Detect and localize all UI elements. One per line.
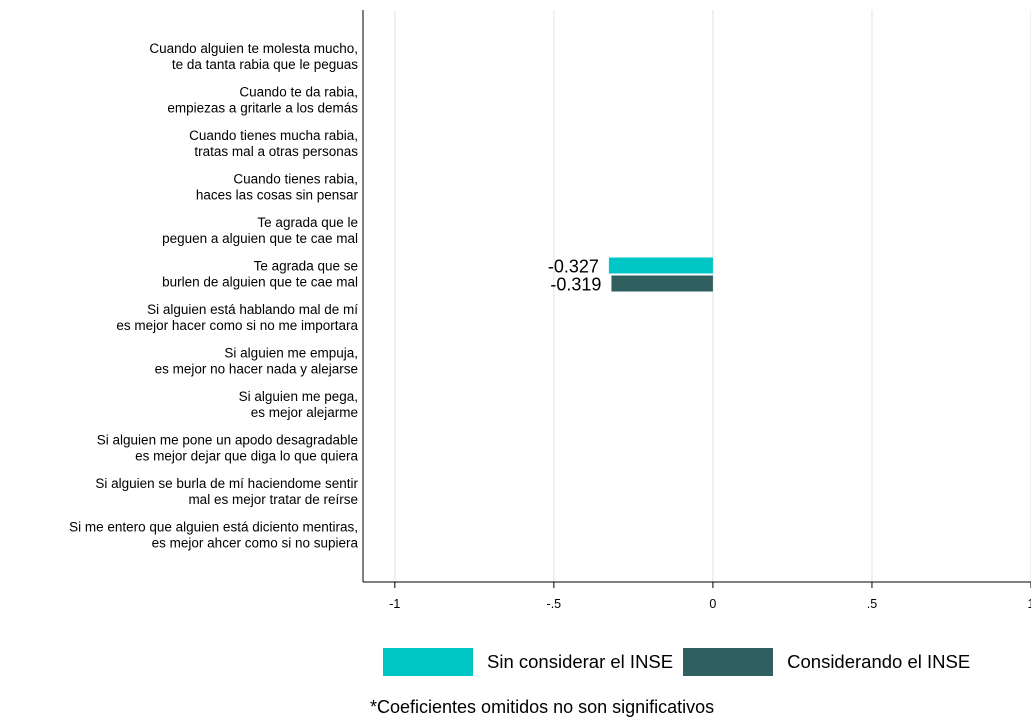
category-label-1: Cuando te da rabia, empiezas a gritarle a… [167, 85, 358, 116]
x-tick-label-2: 0 [709, 597, 716, 611]
axes [362, 10, 1031, 583]
legend-label-sin-inse: Sin considerar el INSE [487, 651, 674, 672]
legend-item-sin-inse: Sin considerar el INSE [383, 648, 673, 676]
category-label-11: Si me entero que alguien está diciento m… [69, 520, 358, 551]
value-label-sin-inse-5: -0.327 [548, 257, 599, 277]
gridlines [394, 10, 1031, 582]
category-label-4: Te agrada que le peguen a alguien que te … [162, 215, 358, 246]
category-label-9: Si alguien me pone un apodo desagradable… [97, 433, 359, 464]
category-label-8: Si alguien me pega, es mejor alejarme [239, 389, 358, 420]
legend: Sin considerar el INSE Considerando el I… [383, 647, 980, 677]
value-label-con-inse-5: -0.319 [550, 275, 601, 295]
category-label-3: Cuando tienes rabia, haces las cosas sin … [196, 172, 359, 203]
category-label-0: Cuando alguien te molesta mucho, te da ta… [149, 41, 358, 72]
bars [608, 257, 713, 292]
footnote: *Coeficientes omitidos no son significat… [370, 697, 715, 717]
category-label-7: Si alguien me empuja, es mejor no hacer n… [155, 346, 358, 377]
legend-label-con-inse: Considerando el INSE [787, 651, 971, 672]
category-label-10: Si alguien se burla de mí haciendome sen… [95, 476, 358, 507]
x-tick-label-3: .5 [867, 597, 877, 611]
category-label-6: Si alguien está hablando mal de mí es mej… [116, 302, 358, 333]
category-label-2: Cuando tienes mucha rabia, tratas mal a o… [189, 128, 358, 159]
category-label-5: Te agrada que se burlen de alguien que te… [162, 259, 358, 290]
x-tick-label-1: -.5 [547, 597, 562, 611]
legend-item-con-inse: Considerando el INSE [683, 648, 970, 676]
x-tick-label-0: -1 [389, 597, 400, 611]
bar-chart: -0.327-0.319 Cuando alguien te molesta m… [69, 10, 1031, 611]
bar-sin-inse-5 [608, 257, 713, 274]
x-ticks: -1 -.5 0 .5 1 [389, 582, 1031, 611]
legend-swatch-sin-inse [383, 648, 473, 676]
category-labels: Cuando alguien te molesta mucho, te da ta… [69, 41, 358, 551]
bar-con-inse-5 [611, 275, 713, 292]
value-labels: -0.327-0.319 [548, 257, 602, 295]
legend-swatch-con-inse [683, 648, 774, 676]
x-tick-label-4: 1 [1028, 597, 1031, 611]
